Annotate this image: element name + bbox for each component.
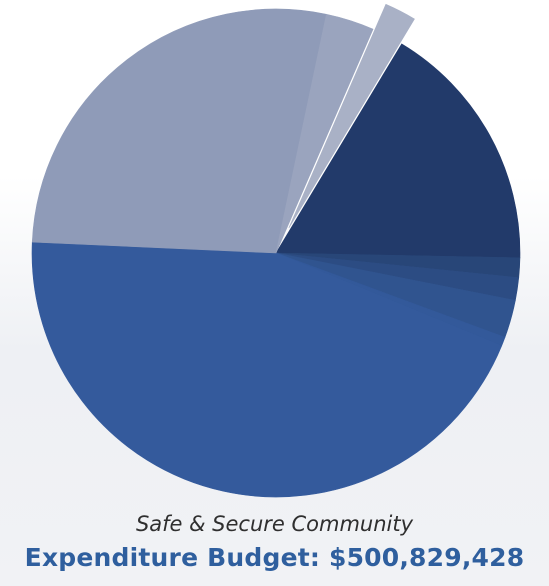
chart-title: Safe & Secure Community	[135, 512, 414, 536]
pie-slice-6	[31, 241, 503, 498]
pie-slice-7	[31, 8, 327, 254]
pie-slice-9	[288, 3, 415, 229]
pie-slice-1	[275, 43, 521, 259]
pie-slice-8	[275, 13, 374, 254]
pie-chart-svg	[31, 3, 521, 498]
chart-subtitle: Expenditure Budget: $500,829,428	[24, 543, 525, 572]
pie-chart	[31, 3, 521, 498]
